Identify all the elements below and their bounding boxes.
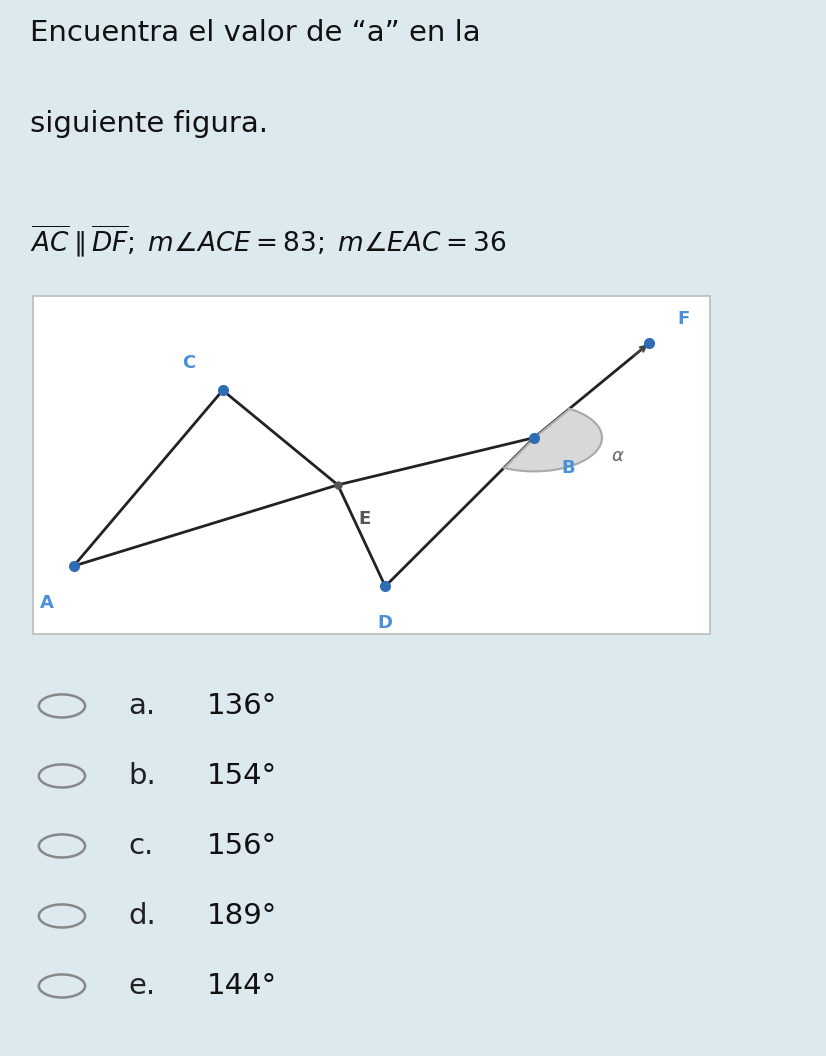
Text: siguiente figura.: siguiente figura. [31,110,268,138]
Text: E: E [358,510,371,528]
Text: C: C [183,354,196,373]
Text: 154°: 154° [206,762,277,790]
Text: F: F [677,310,690,328]
Text: 156°: 156° [206,832,277,860]
Text: b.: b. [128,762,156,790]
Text: D: D [377,615,392,633]
Polygon shape [504,409,602,471]
Text: A: A [40,595,54,612]
Text: 189°: 189° [206,902,277,930]
Text: e.: e. [128,972,155,1000]
Text: α: α [612,447,624,465]
FancyBboxPatch shape [33,296,710,634]
Text: d.: d. [128,902,156,930]
Text: Encuentra el valor de “a” en la: Encuentra el valor de “a” en la [31,19,481,48]
Text: B: B [562,459,575,477]
Text: 144°: 144° [206,972,277,1000]
Text: a.: a. [128,692,155,720]
Text: $\overline{AC} \parallel \overline{DF}$$;\; m\angle ACE = 83;\; m\angle EAC = 36: $\overline{AC} \parallel \overline{DF}$$… [31,224,506,259]
Text: c.: c. [128,832,154,860]
Text: 136°: 136° [206,692,277,720]
